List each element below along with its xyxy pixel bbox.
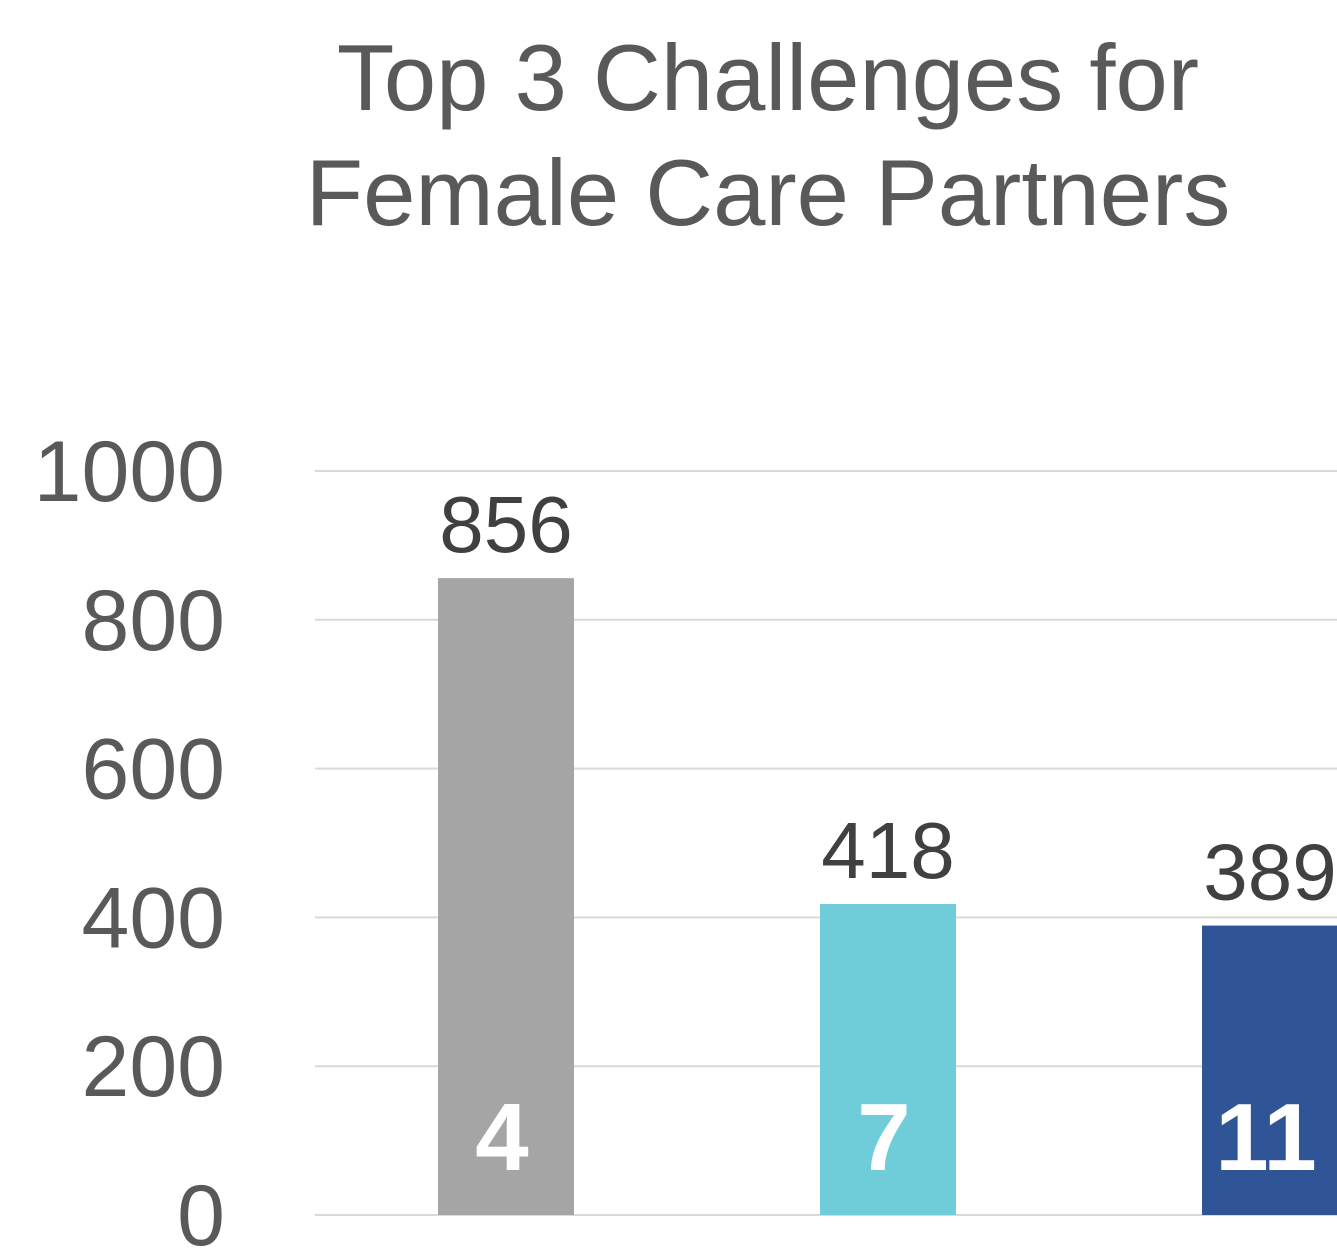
value-label: 418 bbox=[821, 806, 954, 895]
y-tick-label: 1000 bbox=[34, 424, 225, 520]
y-tick-label: 800 bbox=[82, 573, 226, 669]
y-tick-label: 0 bbox=[177, 1168, 225, 1255]
value-label: 856 bbox=[439, 480, 572, 569]
value-label: 389 bbox=[1203, 828, 1336, 917]
chart-title: Top 3 Challenges for bbox=[337, 25, 1199, 130]
bar bbox=[438, 578, 574, 1215]
y-tick-label: 600 bbox=[82, 722, 226, 818]
y-tick-label: 400 bbox=[82, 870, 226, 966]
bar bbox=[1202, 925, 1337, 1215]
bar bbox=[820, 904, 956, 1215]
chart-title: Female Care Partners bbox=[306, 140, 1231, 245]
category-label: 7 bbox=[857, 1084, 910, 1191]
category-label: 11 bbox=[1215, 1084, 1316, 1191]
y-tick-label: 200 bbox=[82, 1019, 226, 1115]
category-label: 4 bbox=[475, 1084, 528, 1191]
